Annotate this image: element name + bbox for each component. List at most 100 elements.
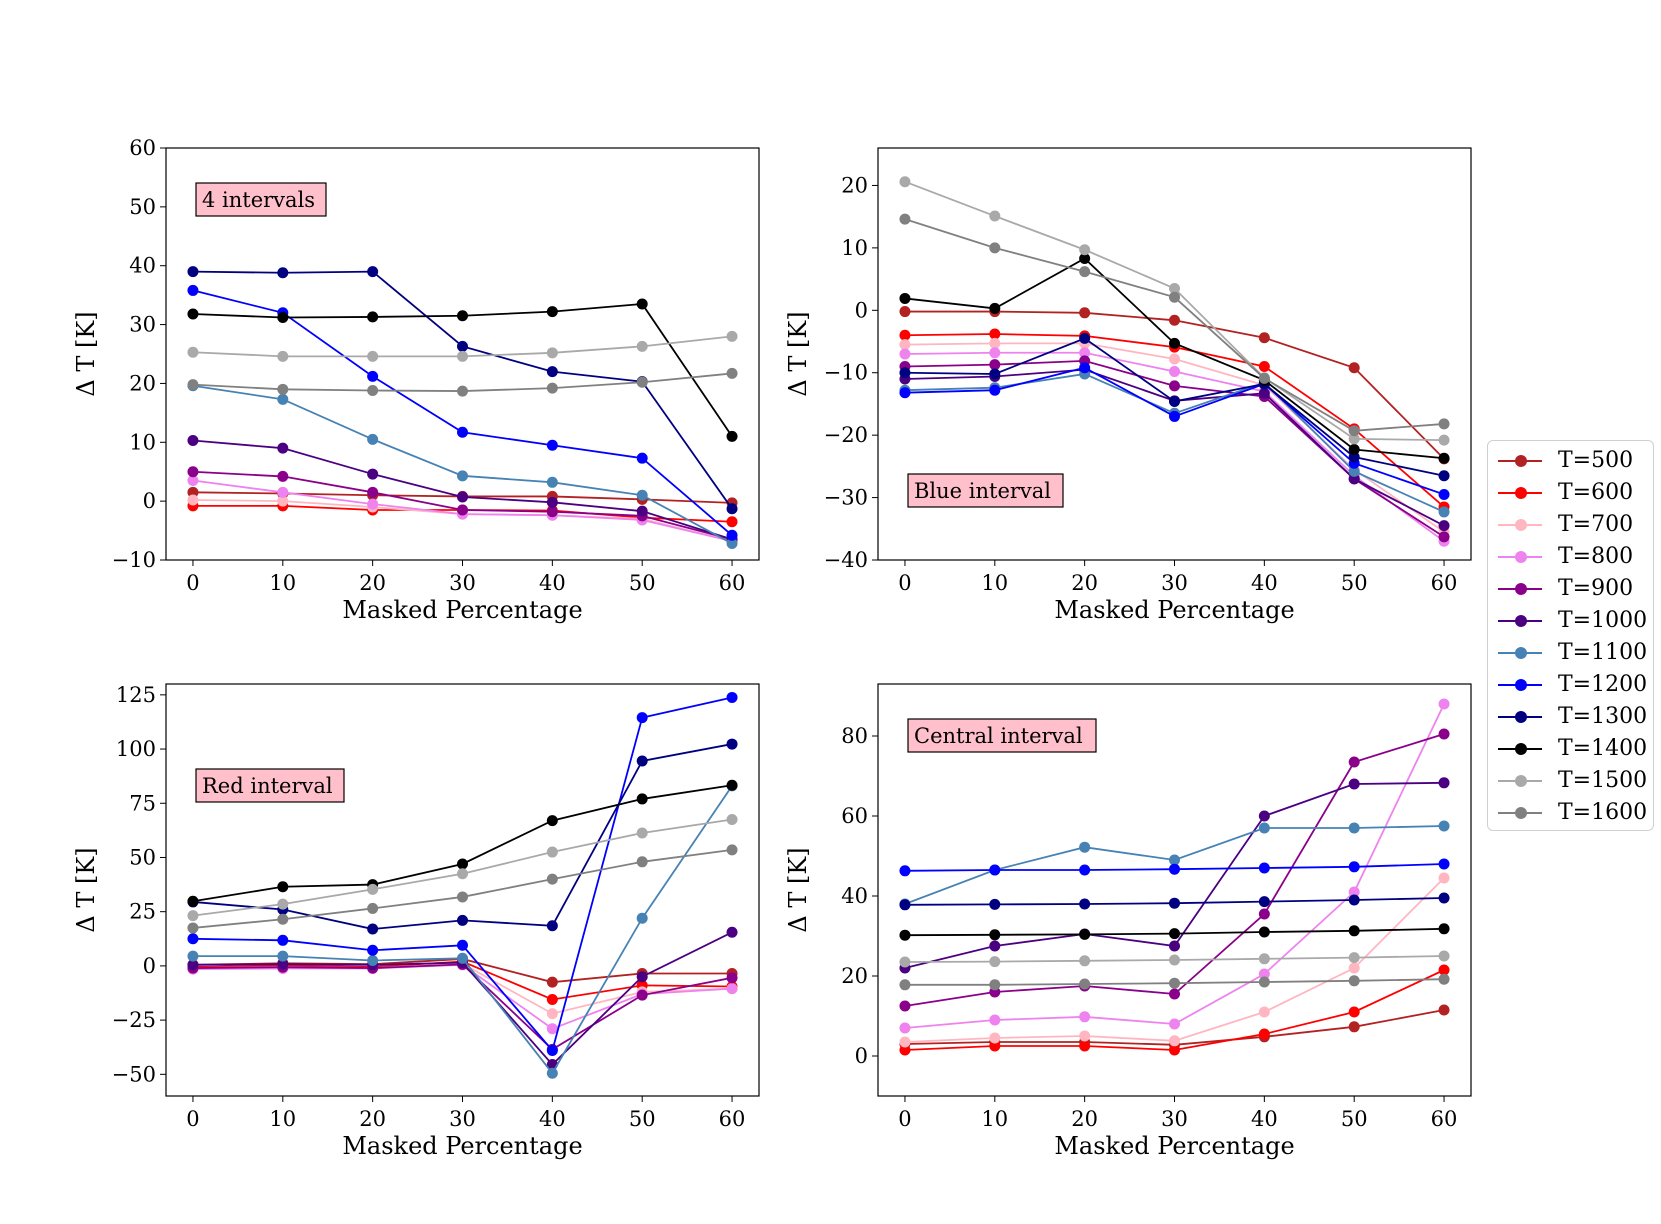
y-tick-label: −30 — [824, 486, 868, 510]
data-point — [636, 793, 648, 805]
annotation-box — [907, 473, 1064, 508]
data-point — [277, 393, 289, 405]
data-point — [989, 1014, 1001, 1026]
y-tick-label: 0 — [143, 489, 156, 513]
data-point — [1348, 1006, 1360, 1018]
data-point — [899, 1044, 911, 1056]
data-point — [989, 384, 1001, 396]
data-point — [899, 292, 911, 304]
x-axis-label: Masked Percentage — [342, 596, 582, 624]
data-point — [457, 914, 468, 926]
data-point — [546, 920, 558, 932]
x-tick-label: 30 — [449, 1107, 476, 1131]
legend-item: T=1400 — [1488, 733, 1655, 765]
data-point — [726, 844, 738, 856]
data-point — [989, 302, 1001, 314]
data-point — [1438, 434, 1450, 446]
annotation-box — [195, 182, 327, 217]
y-tick-label: 50 — [129, 845, 156, 869]
data-point — [367, 266, 379, 278]
y-tick-label: 0 — [855, 1044, 868, 1068]
data-point — [1079, 864, 1091, 876]
data-point — [1348, 444, 1360, 456]
data-point — [726, 430, 738, 442]
x-tick-label: 10 — [269, 571, 296, 595]
y-tick-label: 80 — [841, 724, 868, 748]
data-point — [1348, 756, 1360, 768]
y-tick-label: −40 — [824, 548, 868, 572]
data-point — [1169, 854, 1180, 866]
data-point — [726, 972, 738, 984]
data-point — [636, 856, 648, 868]
data-point — [636, 376, 648, 388]
data-point — [277, 350, 289, 362]
x-axis-label: Masked Percentage — [1054, 596, 1294, 624]
data-point — [1079, 898, 1091, 910]
data-point — [1438, 728, 1450, 740]
data-point — [187, 933, 199, 945]
data-point — [1348, 975, 1360, 987]
y-tick-label: 10 — [129, 430, 156, 454]
data-point — [1169, 1035, 1180, 1047]
data-point — [636, 505, 648, 517]
data-point — [1258, 822, 1270, 834]
data-point — [1169, 410, 1180, 422]
data-point — [989, 979, 1001, 991]
data-point — [1438, 452, 1450, 464]
data-point — [989, 898, 1001, 910]
data-point — [277, 486, 289, 498]
data-point — [1258, 968, 1270, 980]
legend-label: T=1300 — [1558, 704, 1648, 729]
data-point — [457, 385, 468, 397]
data-point — [1169, 291, 1180, 303]
data-point — [1169, 940, 1180, 952]
x-axis-label: Masked Percentage — [1054, 1132, 1294, 1160]
data-point — [1438, 470, 1450, 482]
legend-label: T=1000 — [1558, 608, 1648, 633]
data-point — [636, 452, 648, 464]
data-point — [277, 881, 289, 893]
data-point — [1258, 387, 1270, 399]
data-point — [1348, 962, 1360, 974]
data-point — [1438, 950, 1450, 962]
legend-item: T=1000 — [1488, 605, 1655, 637]
data-point — [546, 496, 558, 508]
series-line-T-900 — [192, 963, 733, 1051]
y-axis-label: Δ T [K] — [784, 847, 812, 932]
data-point — [546, 873, 558, 885]
y-tick-label: 75 — [129, 791, 156, 815]
data-point — [187, 910, 199, 922]
data-point — [726, 529, 738, 541]
legend-marker — [1515, 583, 1527, 595]
x-tick-label: 60 — [719, 571, 746, 595]
legend-marker — [1515, 551, 1527, 563]
data-point — [1079, 332, 1091, 344]
data-point — [726, 983, 738, 995]
data-point — [546, 506, 558, 518]
x-tick-label: 20 — [1071, 1107, 1098, 1131]
annotation-box — [907, 718, 1097, 753]
data-point — [899, 1022, 911, 1034]
data-point — [277, 950, 289, 962]
data-point — [187, 466, 199, 478]
data-point — [277, 383, 289, 395]
y-tick-label: 30 — [129, 313, 156, 337]
data-point — [636, 971, 648, 983]
legend-item: T=1100 — [1488, 637, 1655, 669]
data-point — [1169, 897, 1180, 909]
data-point — [1438, 964, 1450, 976]
data-point — [989, 956, 1001, 968]
data-point — [1348, 822, 1360, 834]
data-point — [1079, 928, 1091, 940]
data-point — [726, 814, 738, 826]
data-point — [1079, 362, 1091, 374]
data-point — [457, 891, 468, 903]
x-tick-label: 0 — [898, 571, 911, 595]
data-point — [1258, 810, 1270, 822]
data-point — [989, 368, 1001, 380]
data-point — [899, 1036, 911, 1048]
data-point — [989, 328, 1001, 340]
data-point — [546, 306, 558, 318]
series-line-T-1100 — [192, 785, 733, 1075]
